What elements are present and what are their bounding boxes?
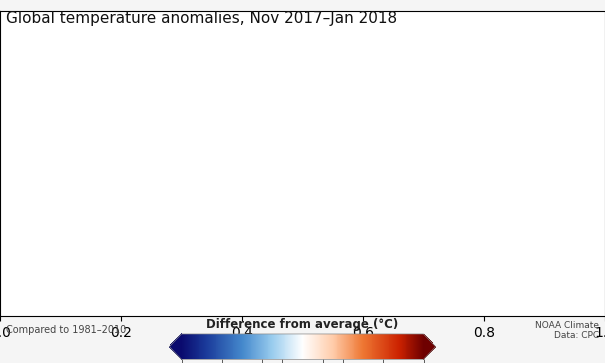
PathPatch shape — [424, 334, 436, 359]
Text: Difference from average (°C): Difference from average (°C) — [206, 318, 399, 331]
Text: NOAA Climate
Data: CPC: NOAA Climate Data: CPC — [535, 321, 599, 340]
Text: Compared to 1981–2010: Compared to 1981–2010 — [6, 325, 126, 335]
Text: Global temperature anomalies, Nov 2017–Jan 2018: Global temperature anomalies, Nov 2017–J… — [6, 11, 397, 26]
PathPatch shape — [169, 334, 181, 359]
